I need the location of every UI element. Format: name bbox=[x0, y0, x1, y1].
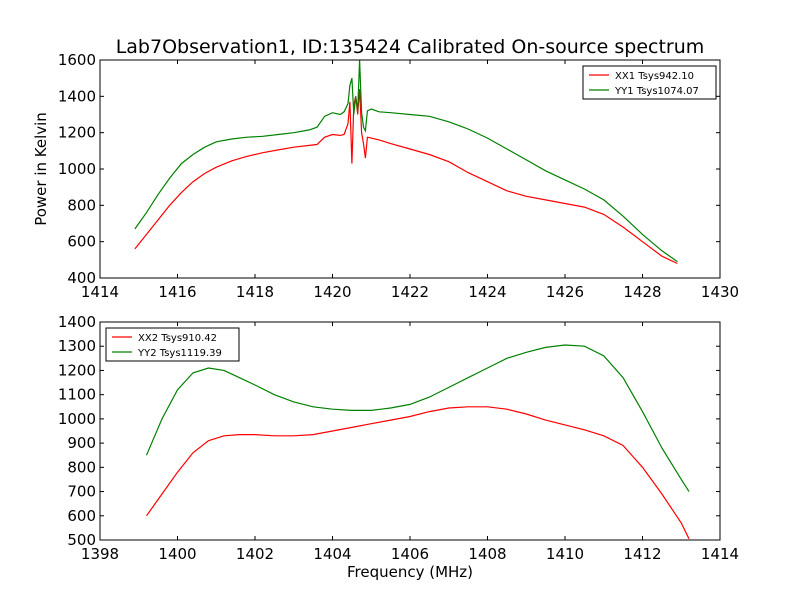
top-xtick-label-3: 1420 bbox=[313, 283, 351, 301]
bottom-xtick-label-1: 1400 bbox=[158, 545, 196, 563]
top-xtick-label-1: 1416 bbox=[158, 283, 196, 301]
top-xtick-label-5: 1424 bbox=[468, 283, 506, 301]
bottom-xtick-label-4: 1406 bbox=[391, 545, 429, 563]
top-ytick-label-1: 600 bbox=[67, 233, 96, 251]
bottom-series-line-0 bbox=[146, 406, 690, 540]
bottom-xtick-label-7: 1412 bbox=[623, 545, 661, 563]
top-ytick-label-3: 1000 bbox=[58, 160, 96, 178]
bottom-ytick-label-0: 500 bbox=[67, 531, 96, 549]
bottom-ytick-label-7: 1200 bbox=[58, 361, 96, 379]
bottom-ytick-label-3: 800 bbox=[67, 458, 96, 476]
top-ytick-label-2: 800 bbox=[67, 196, 96, 214]
bottom-ytick-label-4: 900 bbox=[67, 434, 96, 452]
bottom-xtick-label-6: 1410 bbox=[546, 545, 584, 563]
top-plot: Power in Kelvin 1414 1416 1418 1420 1422 1424… bbox=[32, 51, 739, 301]
bottom-ytick-label-2: 700 bbox=[67, 483, 96, 501]
top-xtick-label-0: 1414 bbox=[81, 283, 119, 301]
bottom-xtick-label-5: 1408 bbox=[468, 545, 506, 563]
bottom-ytick-label-8: 1300 bbox=[58, 337, 96, 355]
top-ytick-label-4: 1200 bbox=[58, 124, 96, 142]
top-xtick-label-7: 1428 bbox=[623, 283, 661, 301]
top-xtick-label-2: 1418 bbox=[236, 283, 274, 301]
bottom-legend-box bbox=[105, 327, 240, 362]
bottom-ytick-label-1: 600 bbox=[67, 507, 96, 525]
top-ytick-label-6: 1600 bbox=[58, 51, 96, 69]
bottom-ytick-label-6: 1100 bbox=[58, 386, 96, 404]
top-xtick-label-6: 1426 bbox=[546, 283, 584, 301]
bottom-ytick-label-9: 1400 bbox=[58, 313, 96, 331]
top-legend-box bbox=[582, 65, 717, 100]
top-legend: XX1 Tsys942.10 YY1 Tsys1074.07 bbox=[582, 65, 717, 100]
top-series-line-1 bbox=[134, 59, 678, 263]
bottom-legend: XX2 Tsys910.42 YY2 Tsys1119.39 bbox=[105, 327, 240, 362]
top-xtick-label-4: 1422 bbox=[391, 283, 429, 301]
figure-title: Lab7Observation1, ID:135424 Calibrated O… bbox=[116, 36, 705, 58]
top-legend-label-1: YY1 Tsys1074.07 bbox=[614, 86, 699, 97]
bottom-legend-label-1: YY2 Tsys1119.39 bbox=[137, 348, 222, 359]
top-xtick-label-8: 1430 bbox=[701, 283, 739, 301]
bottom-legend-label-0: XX2 Tsys910.42 bbox=[138, 333, 217, 344]
bottom-xtick-label-3: 1404 bbox=[313, 545, 351, 563]
bottom-plot-xlabel: Frequency (MHz) bbox=[347, 563, 473, 581]
bottom-ytick-label-5: 1000 bbox=[58, 410, 96, 428]
top-plot-ylabel: Power in Kelvin bbox=[32, 112, 50, 226]
bottom-series-line-1 bbox=[145, 344, 690, 492]
top-ytick-label-5: 1400 bbox=[58, 87, 96, 105]
top-ytick-label-0: 400 bbox=[67, 269, 96, 287]
bottom-xtick-label-2: 1402 bbox=[236, 545, 274, 563]
bottom-xtick-label-0: 1398 bbox=[81, 545, 119, 563]
top-legend-label-0: XX1 Tsys942.10 bbox=[615, 71, 694, 82]
bottom-xtick-label-8: 1414 bbox=[701, 545, 739, 563]
bottom-plot: Frequency (MHz) 1398 1400 1402 1404 1406 1408… bbox=[58, 313, 739, 581]
